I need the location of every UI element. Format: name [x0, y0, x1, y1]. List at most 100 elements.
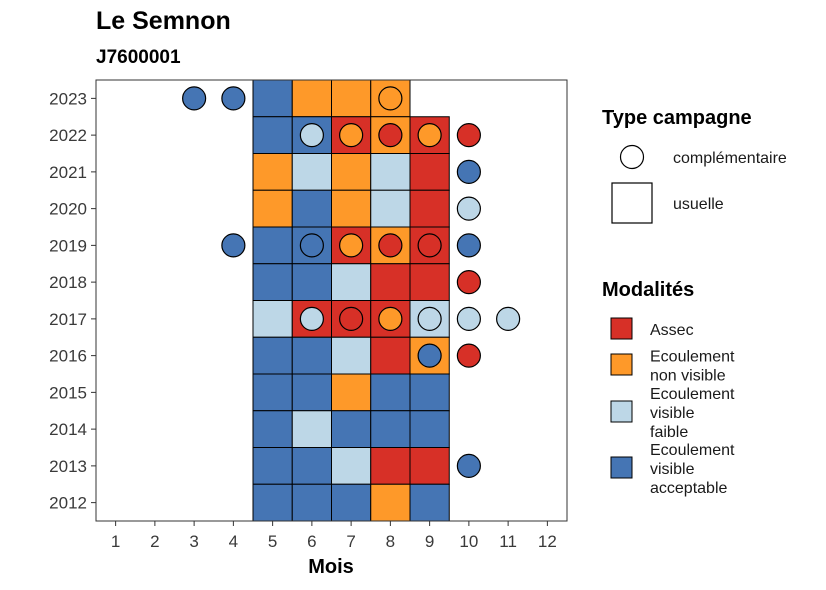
x-tick-label: 12	[538, 532, 557, 551]
legend-type-label: complémentaire	[673, 150, 787, 167]
point-2017-11	[496, 306, 521, 331]
x-tick-label: 10	[459, 532, 478, 551]
legend-swatch	[610, 400, 633, 423]
point-2019-8	[378, 233, 403, 258]
tile-2014-6	[291, 410, 332, 448]
point-2020-10	[456, 196, 481, 221]
tile-2021-9	[409, 153, 450, 191]
x-tick-label: 7	[346, 532, 355, 551]
y-tick-label: 2023	[49, 89, 87, 108]
tile-2013-6	[291, 447, 332, 485]
legend-square-key	[611, 182, 653, 224]
tile-2019-8	[370, 226, 411, 265]
y-tick-label: 2019	[49, 236, 87, 255]
legend-swatch	[610, 353, 633, 376]
tile-2016-6	[291, 336, 332, 375]
point-2022-10	[456, 123, 481, 148]
y-tick-label: 2013	[49, 457, 87, 476]
tile-2021-6	[291, 153, 332, 191]
tile-2012-8	[370, 483, 411, 522]
x-tick-label: 4	[229, 532, 238, 551]
tile-2022-5	[252, 116, 293, 154]
point-2022-6	[299, 123, 324, 148]
legend-type-campagne: Type campagne complémentaire usuelle	[602, 107, 787, 224]
tile-2015-7	[331, 373, 372, 412]
point-2013-10	[456, 453, 481, 478]
legend-circle-key	[619, 144, 645, 170]
tile-2017-9	[409, 300, 450, 338]
y-tick-label: 2020	[49, 200, 87, 219]
tile-2018-7	[331, 263, 372, 301]
point-2019-10	[456, 233, 481, 258]
tile-2020-9	[409, 189, 450, 228]
tile-2021-7	[331, 153, 372, 191]
point-2019-7	[339, 233, 364, 258]
point-2016-9	[417, 343, 442, 368]
point-2017-9	[417, 306, 442, 331]
y-tick-label: 2016	[49, 347, 87, 366]
chart-title: Le Semnon	[96, 7, 231, 35]
x-tick-label: 1	[111, 532, 120, 551]
point-2017-6	[299, 306, 324, 331]
tile-2019-5	[252, 226, 293, 265]
point-2017-8	[378, 306, 403, 331]
legend-modalites: Modalités Assec Ecoulement non visibleEcou…	[602, 279, 735, 497]
y-tick-label: 2012	[49, 494, 87, 513]
point-2019-6	[299, 233, 324, 258]
tile-2018-8	[370, 263, 411, 301]
tile-2021-8	[370, 153, 411, 191]
tile-2016-5	[252, 336, 293, 375]
tile-2012-6	[291, 483, 332, 522]
y-tick-label: 2017	[49, 310, 87, 329]
tile-2012-7	[331, 483, 372, 522]
x-tick-label: 2	[150, 532, 159, 551]
legend-modalite-label: Ecoulement non visible	[650, 349, 735, 385]
legend-swatch	[610, 456, 633, 479]
point-2023-4	[221, 86, 246, 111]
point-2018-10	[456, 270, 481, 295]
tile-2023-6	[291, 79, 332, 118]
tile-2016-8	[370, 336, 411, 375]
x-axis-label: Mois	[308, 556, 354, 578]
point-2017-7	[339, 306, 364, 331]
y-tick-label: 2022	[49, 126, 87, 145]
tile-2012-5	[252, 483, 293, 522]
tile-2023-7	[331, 79, 372, 118]
tile-2013-7	[331, 447, 372, 485]
y-tick-label: 2014	[49, 420, 87, 439]
tile-2020-6	[291, 189, 332, 228]
legend-modalite-label: Assec	[650, 322, 694, 339]
point-2021-10	[456, 159, 481, 184]
tile-2017-5	[252, 300, 293, 338]
x-tick-label: 3	[189, 532, 198, 551]
tile-2013-9	[409, 447, 450, 485]
usuelle-tiles	[252, 79, 450, 522]
tile-2020-5	[252, 189, 293, 228]
complementaire-points	[182, 86, 521, 478]
tile-2016-7	[331, 336, 372, 375]
point-2023-3	[182, 86, 207, 111]
tile-2023-5	[252, 79, 293, 118]
point-2017-10	[456, 306, 481, 331]
y-tick-label: 2015	[49, 383, 87, 402]
legend-modalites-title: Modalités	[602, 279, 694, 301]
tile-2013-8	[370, 447, 411, 485]
legend-type-title: Type campagne	[602, 107, 752, 129]
tile-2013-5	[252, 447, 293, 485]
tile-2015-9	[409, 373, 450, 412]
legend-swatch	[610, 317, 633, 340]
point-2019-9	[417, 233, 442, 258]
legend-modalite-label: Ecoulement visible faible	[650, 386, 735, 441]
x-tick-label: 9	[425, 532, 434, 551]
y-tick-label: 2021	[49, 163, 87, 182]
point-2016-10	[456, 343, 481, 368]
tile-2018-6	[291, 263, 332, 301]
tile-2012-9	[409, 483, 450, 522]
axes: 1 2 3 4 5 6 7 8 9 10 11 122012201320142015201620172…	[49, 79, 568, 551]
tile-2018-9	[409, 263, 450, 301]
tile-2015-6	[291, 373, 332, 412]
tile-2021-5	[252, 153, 293, 191]
point-2019-4	[221, 233, 246, 258]
tile-2014-9	[409, 410, 450, 448]
